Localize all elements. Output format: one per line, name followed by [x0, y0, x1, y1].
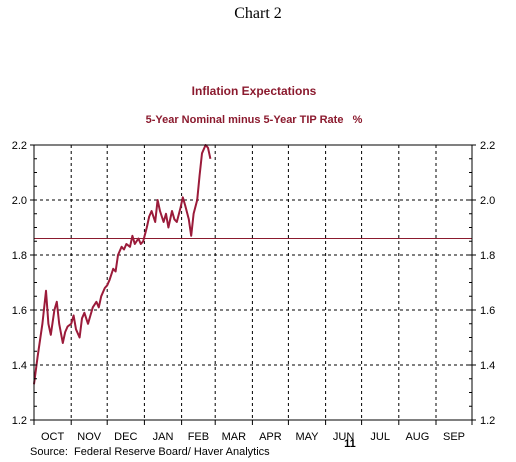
y-tick-label-left: 2.0 — [12, 195, 27, 207]
x-tick-label: JUL — [370, 431, 390, 443]
plot-frame — [33, 144, 473, 421]
y-tick-label-right: 1.8 — [480, 250, 495, 262]
y-tick-label-right: 1.2 — [480, 415, 495, 427]
y-tick-label-right: 2.0 — [480, 195, 495, 207]
x-tick-label: MAY — [295, 431, 319, 443]
x-tick-label: APR — [259, 431, 282, 443]
y-tick-label-left: 1.4 — [12, 360, 27, 372]
series-line — [33, 144, 212, 385]
x-tick-label: MAR — [222, 431, 247, 443]
grid-lines — [34, 145, 472, 420]
y-tick-label-right: 1.4 — [480, 360, 495, 372]
y-axis: 1.2 1.2 1.4 1.4 1.6 1.6 1.8 1.8 2.0 2.0 2.2 2.2 — [12, 140, 496, 427]
x-tick-label: SEP — [443, 431, 465, 443]
year-label: 11 — [344, 438, 356, 450]
y-tick-label-right: 2.2 — [480, 140, 495, 152]
y-tick-label-left: 1.6 — [12, 305, 27, 317]
y-tick-label-left: 1.2 — [12, 415, 27, 427]
y-tick-label-right: 1.6 — [480, 305, 495, 317]
x-axis: OCT NOV DEC JAN FEB MAR APR MAY JUN JUL AUG SEP — [33, 420, 473, 443]
y-tick-label-left: 1.8 — [12, 250, 27, 262]
x-tick-label: JUN — [333, 431, 354, 443]
y-tick-label-left: 2.2 — [12, 140, 27, 152]
x-tick-label: OCT — [41, 431, 65, 443]
x-tick-label: FEB — [188, 431, 209, 443]
x-tick-label: DEC — [114, 431, 137, 443]
chart-subtitle: 5-Year Nominal minus 5-Year TIP Rate % — [146, 114, 363, 126]
source-note: Source: Federal Reserve Board/ Haver Ana… — [30, 446, 270, 458]
x-tick-label: AUG — [405, 431, 429, 443]
chart-number: Chart 2 — [234, 5, 282, 22]
chart-title: Inflation Expectations — [192, 84, 317, 98]
x-tick-label: NOV — [77, 431, 102, 443]
x-tick-label: JAN — [153, 431, 174, 443]
